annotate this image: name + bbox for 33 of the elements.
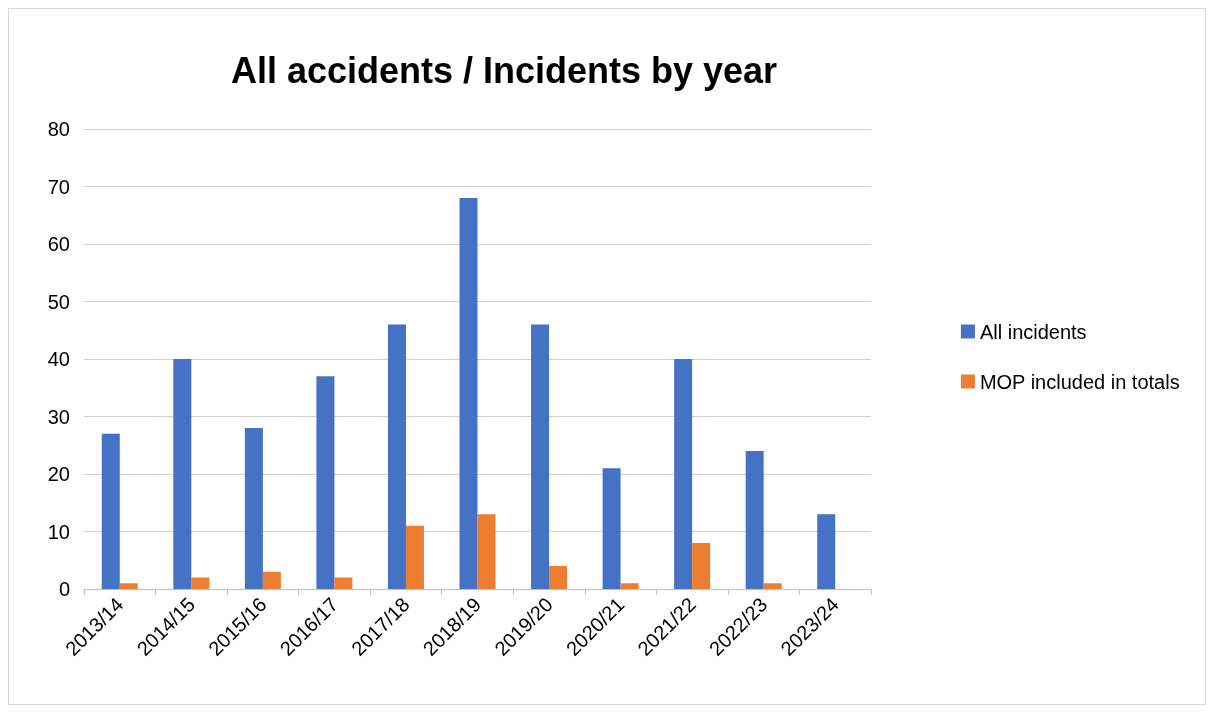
bar xyxy=(387,324,406,589)
bar xyxy=(244,428,263,589)
bar xyxy=(101,433,120,589)
bar xyxy=(262,571,281,589)
bar xyxy=(549,566,568,589)
bar xyxy=(405,525,424,589)
bar xyxy=(334,577,353,589)
bar xyxy=(191,577,210,589)
y-tick-label: 80 xyxy=(47,118,70,140)
bar xyxy=(817,514,836,589)
bar xyxy=(531,324,550,589)
y-tick-label: 40 xyxy=(47,348,70,370)
y-tick-label: 60 xyxy=(47,233,70,255)
chart-title: All accidents / Incidents by year xyxy=(230,49,778,91)
y-tick-label: 20 xyxy=(47,463,70,485)
y-tick-label: 70 xyxy=(47,175,70,198)
y-tick-label: 50 xyxy=(47,290,70,313)
bar xyxy=(459,198,478,589)
bar xyxy=(173,359,192,589)
y-tick-label: 10 xyxy=(47,520,70,543)
bar xyxy=(620,583,639,589)
y-tick-label: 0 xyxy=(58,578,70,600)
bar xyxy=(674,359,693,589)
bar xyxy=(316,376,335,589)
bar xyxy=(745,451,764,589)
legend-label: All incidents xyxy=(979,320,1087,343)
y-tick-label: 30 xyxy=(47,405,70,428)
bar xyxy=(692,543,711,589)
bar xyxy=(602,468,621,589)
bar xyxy=(477,514,496,589)
bar xyxy=(119,583,138,589)
legend-label: MOP included in totals xyxy=(979,370,1180,393)
bar xyxy=(763,583,782,589)
